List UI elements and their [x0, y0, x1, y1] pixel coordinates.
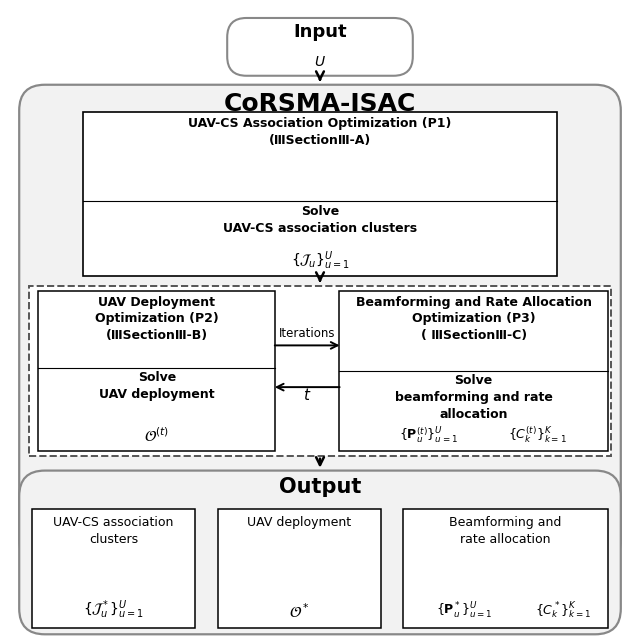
Text: Beamforming and Rate Allocation
Optimization (P3)
( ⅢSectionⅢ-C): Beamforming and Rate Allocation Optimiza… — [356, 296, 591, 342]
Text: UAV Deployment
Optimization (P2)
(ⅢSectionⅢ-B): UAV Deployment Optimization (P2) (ⅢSecti… — [95, 296, 219, 342]
Text: UAV-CS Association Optimization (P1)
(ⅢSectionⅢ-A): UAV-CS Association Optimization (P1) (ⅢS… — [188, 117, 452, 148]
FancyBboxPatch shape — [19, 471, 621, 634]
Text: $\mathcal{O}^*$: $\mathcal{O}^*$ — [289, 603, 310, 621]
FancyBboxPatch shape — [339, 291, 608, 451]
FancyBboxPatch shape — [38, 291, 275, 451]
Text: $\mathcal{O}^{(t)}$: $\mathcal{O}^{(t)}$ — [144, 426, 170, 445]
Text: UAV deployment: UAV deployment — [247, 516, 351, 528]
FancyBboxPatch shape — [403, 509, 608, 628]
Text: $t$: $t$ — [303, 387, 312, 403]
FancyBboxPatch shape — [29, 286, 611, 456]
Text: Iterations: Iterations — [279, 327, 335, 340]
Text: $\{\mathbf{P}_u^{(t)}\}_{u=1}^{U}$: $\{\mathbf{P}_u^{(t)}\}_{u=1}^{U}$ — [399, 426, 458, 445]
Text: CoRSMA-ISAC: CoRSMA-ISAC — [224, 92, 416, 116]
FancyBboxPatch shape — [218, 509, 381, 628]
Text: Solve
beamforming and rate
allocation: Solve beamforming and rate allocation — [395, 374, 552, 421]
Text: Output: Output — [279, 477, 361, 497]
Text: Beamforming and
rate allocation: Beamforming and rate allocation — [449, 516, 562, 546]
Text: $\{C_k^{(t)}\}_{k=1}^{K}$: $\{C_k^{(t)}\}_{k=1}^{K}$ — [508, 424, 567, 445]
FancyBboxPatch shape — [19, 85, 621, 566]
Text: $\{\mathbf{P}_u^*\}_{u=1}^{U}$: $\{\mathbf{P}_u^*\}_{u=1}^{U}$ — [436, 602, 492, 621]
Text: UAV-CS association
clusters: UAV-CS association clusters — [53, 516, 174, 546]
FancyBboxPatch shape — [83, 112, 557, 276]
Text: Solve
UAV-CS association clusters: Solve UAV-CS association clusters — [223, 205, 417, 234]
FancyBboxPatch shape — [32, 509, 195, 628]
Text: $\{\mathcal{J}_u\}_{u=1}^{U}$: $\{\mathcal{J}_u\}_{u=1}^{U}$ — [291, 250, 349, 272]
FancyBboxPatch shape — [227, 18, 413, 76]
Text: $U$: $U$ — [314, 55, 326, 69]
Text: $\{\mathcal{J}_u^*\}_{u=1}^{U}$: $\{\mathcal{J}_u^*\}_{u=1}^{U}$ — [83, 599, 144, 621]
Text: $\{C_k^*\}_{k=1}^{K}$: $\{C_k^*\}_{k=1}^{K}$ — [535, 601, 591, 621]
Text: Input: Input — [293, 23, 347, 41]
Text: Solve
UAV deployment: Solve UAV deployment — [99, 371, 214, 401]
